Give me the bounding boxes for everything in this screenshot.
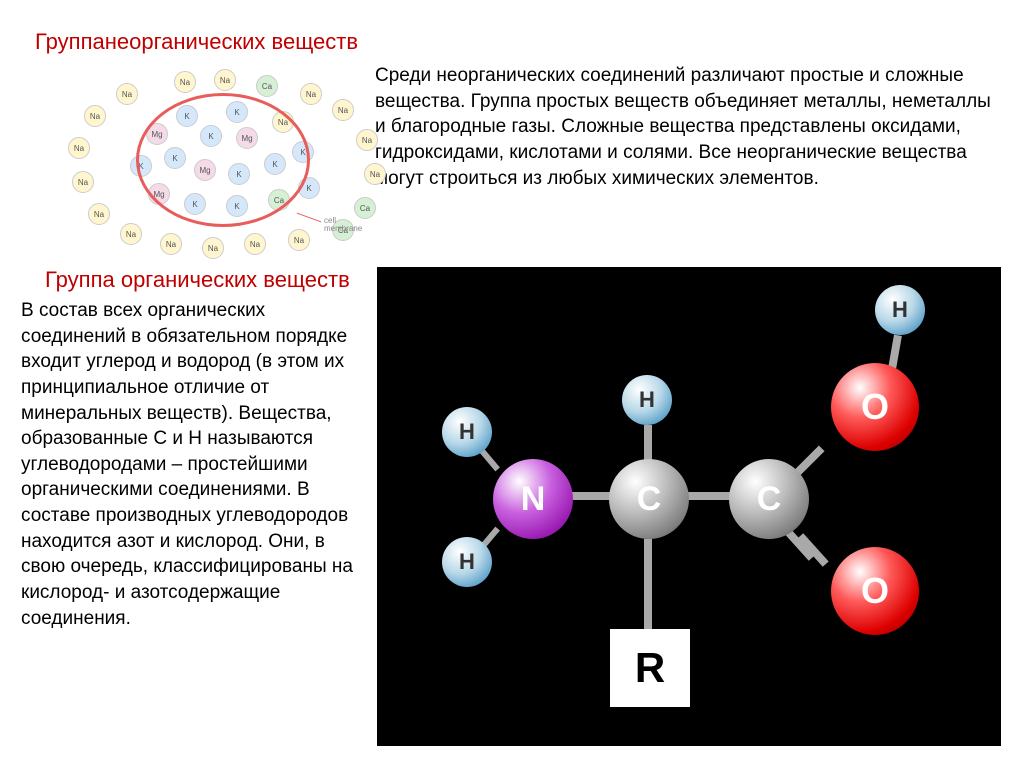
atom-h: H bbox=[442, 537, 492, 587]
ion-na: Na bbox=[300, 83, 322, 105]
ion-na: Na bbox=[356, 129, 378, 151]
cell-membrane-circle bbox=[136, 93, 310, 227]
heading-organic: Группа органических веществ bbox=[45, 267, 350, 293]
ion-ca: Ca bbox=[354, 197, 376, 219]
ion-na: Na bbox=[84, 105, 106, 127]
atom-o: O bbox=[831, 547, 919, 635]
atom-c: C bbox=[609, 459, 689, 539]
ion-na: Na bbox=[160, 233, 182, 255]
ion-na: Na bbox=[174, 71, 196, 93]
paragraph-organic: В состав всех органических соединений в … bbox=[21, 298, 367, 631]
bond bbox=[688, 492, 732, 500]
ion-na: Na bbox=[120, 223, 142, 245]
atom-n: N bbox=[493, 459, 573, 539]
atom-h: H bbox=[875, 285, 925, 335]
ion-na: Na bbox=[364, 163, 386, 185]
ion-ca: Ca bbox=[256, 75, 278, 97]
ion-na: Na bbox=[202, 237, 224, 259]
bond bbox=[888, 335, 902, 370]
atom-h: H bbox=[622, 375, 672, 425]
ion-na: Na bbox=[72, 171, 94, 193]
r-group-box: R bbox=[610, 629, 690, 707]
ion-na: Na bbox=[214, 69, 236, 91]
ion-na: Na bbox=[88, 203, 110, 225]
bond bbox=[572, 492, 612, 500]
molecule-diagram: HHHHNCCOO R bbox=[377, 267, 1001, 746]
cell-membrane-label: cell membrane bbox=[324, 217, 376, 233]
ion-na: Na bbox=[68, 137, 90, 159]
atom-o: O bbox=[831, 363, 919, 451]
atom-c: C bbox=[729, 459, 809, 539]
cell-label-line bbox=[297, 213, 322, 223]
ion-na: Na bbox=[288, 229, 310, 251]
bond bbox=[644, 425, 652, 463]
cell-diagram: KKMgNaKKMgKKKMgKMgKKCaKNaNaNaCaNaNaNaNaN… bbox=[76, 69, 376, 249]
ion-na: Na bbox=[116, 83, 138, 105]
paragraph-inorganic: Среди неорганических соединений различаю… bbox=[375, 63, 992, 191]
ion-na: Na bbox=[244, 233, 266, 255]
ion-na: Na bbox=[332, 99, 354, 121]
heading-inorganic: Группанеорганических веществ bbox=[35, 29, 358, 55]
bond bbox=[644, 539, 652, 631]
atom-h: H bbox=[442, 407, 492, 457]
